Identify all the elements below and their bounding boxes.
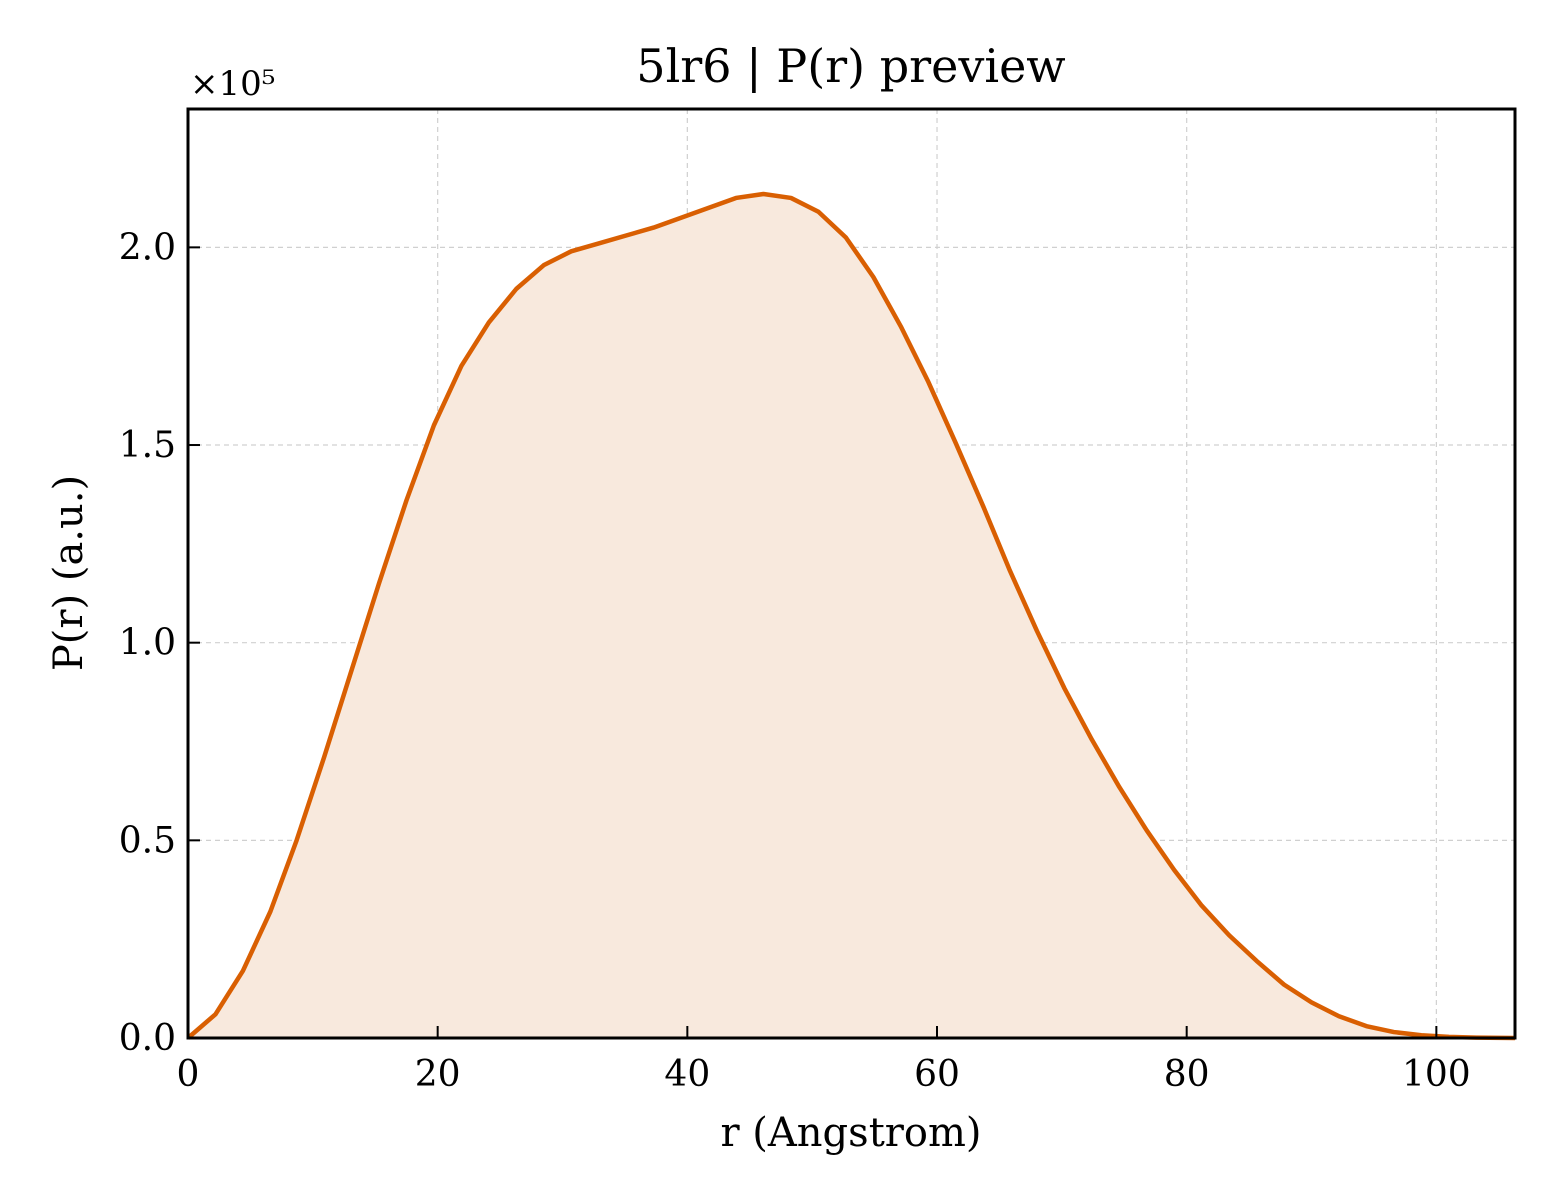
y-offset-label: ×10⁵ <box>190 64 275 104</box>
x-axis-label: r (Angstrom) <box>720 1110 981 1156</box>
x-tick-label: 20 <box>415 1054 461 1095</box>
x-tick-label: 40 <box>664 1054 710 1095</box>
y-tick-label: 1.0 <box>119 623 176 664</box>
x-tick-label: 100 <box>1402 1054 1471 1095</box>
series-area <box>188 193 1515 1038</box>
chart-title: 5lr6 | P(r) preview <box>636 39 1065 93</box>
x-tick-label: 80 <box>1164 1054 1210 1095</box>
y-tick-labels: 0.0 0.5 1.0 1.5 2.0 <box>119 227 176 1059</box>
plot-frame <box>186 107 1517 1040</box>
y-axis-label: P(r) (a.u.) <box>46 475 92 671</box>
x-tick-label: 0 <box>177 1054 200 1095</box>
y-tick-label: 0.0 <box>119 1018 176 1059</box>
y-tick-label: 2.0 <box>119 227 176 268</box>
tick-marks <box>187 246 1438 1039</box>
series-line <box>186 191 1516 1041</box>
y-tick-label: 1.5 <box>119 425 176 466</box>
x-tick-labels: 0 20 40 60 80 100 <box>177 1054 1471 1095</box>
x-tick-label: 60 <box>914 1054 960 1095</box>
y-tick-label: 0.5 <box>119 820 176 861</box>
